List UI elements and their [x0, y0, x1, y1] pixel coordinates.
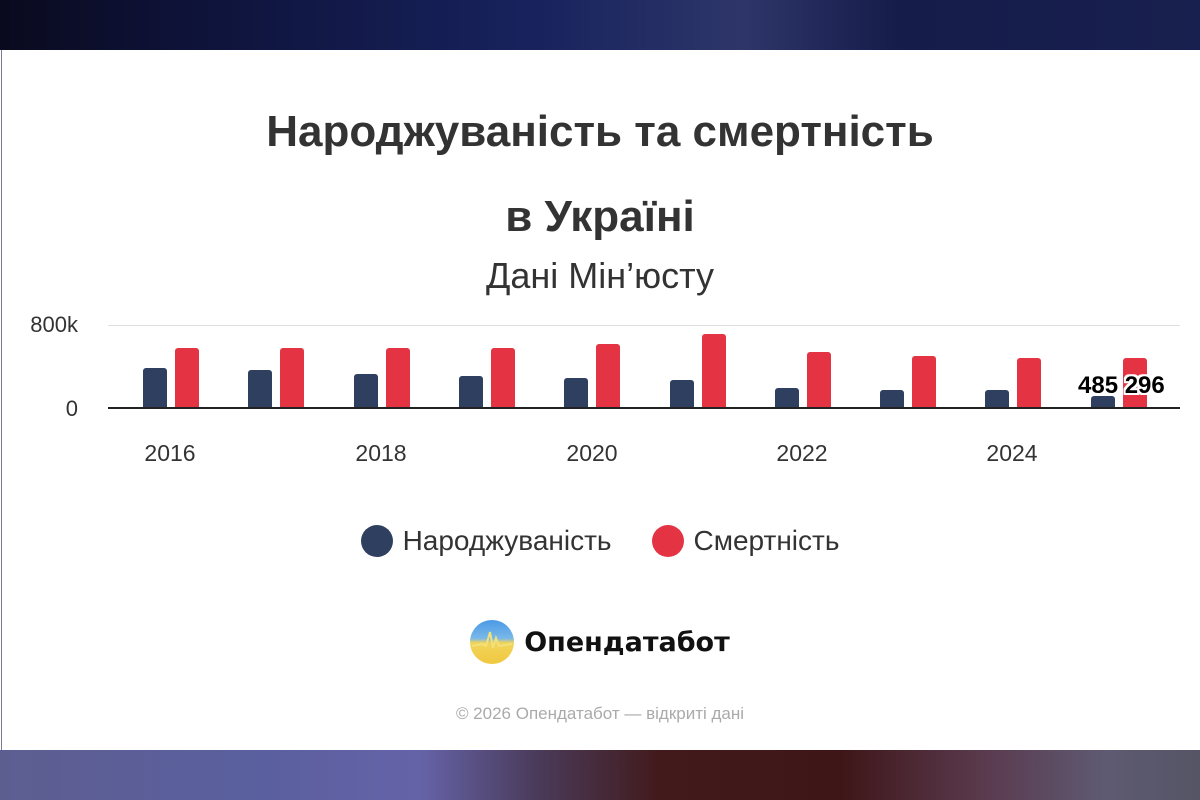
legend-item-births[interactable]: Народжуваність	[360, 525, 612, 557]
bar-births-2019[interactable]	[459, 376, 483, 408]
y-tick-max: 800k	[30, 312, 78, 337]
bar-deaths-2023[interactable]	[912, 356, 936, 408]
bar-deaths-2024[interactable]	[1017, 358, 1041, 408]
x-label-2018: 2018	[355, 440, 407, 466]
bar-births-2022[interactable]	[775, 388, 799, 408]
y-tick-zero: 0	[65, 396, 78, 421]
bar-births-2021[interactable]	[670, 380, 694, 408]
bar-deaths-2020[interactable]	[596, 344, 620, 408]
bar-births-2020[interactable]	[564, 378, 588, 408]
brand-name: Опендатабот	[524, 626, 730, 658]
x-label-2022: 2022	[776, 440, 828, 466]
bar-births-2018[interactable]	[354, 374, 378, 408]
bar-deaths-2018[interactable]	[386, 348, 410, 408]
legend-dot-births-icon	[360, 525, 393, 557]
footer-copyright: © 2026 Опендатабот — відкриті дані	[455, 704, 745, 723]
brand: Опендатабот	[0, 620, 1200, 664]
x-label-2020: 2020	[566, 440, 618, 466]
bar-births-2023[interactable]	[880, 390, 904, 408]
x-axis-line	[108, 407, 1180, 409]
bar-births-2016[interactable]	[143, 368, 167, 408]
legend-label-births: Народжуваність	[402, 525, 612, 556]
chart-subtitle: Дані Мін’юсту	[485, 255, 715, 296]
legend-dot-deaths-icon	[651, 525, 684, 557]
bar-births-2025[interactable]	[1091, 396, 1115, 408]
bar-deaths-2021[interactable]	[702, 334, 726, 408]
bar-deaths-2019[interactable]	[491, 348, 515, 408]
chart-title-line2: в Україні	[505, 192, 695, 241]
legend: Народжуваність Смертність	[0, 525, 1200, 557]
background-top-band	[0, 0, 1200, 50]
legend-item-deaths[interactable]: Смертність	[651, 525, 840, 557]
background-bottom-band	[0, 750, 1200, 800]
chart-title-line1: Народжуваність та смертність	[266, 107, 934, 156]
bar-births-2024[interactable]	[985, 390, 1009, 408]
data-label-2025-deaths: 485 296	[1078, 372, 1165, 399]
opendatabot-logo-icon	[470, 620, 515, 664]
x-label-2024: 2024	[986, 440, 1038, 466]
bar-deaths-2016[interactable]	[175, 348, 199, 408]
x-label-2016: 2016	[144, 440, 196, 466]
bar-deaths-2025[interactable]	[1123, 358, 1147, 408]
bar-deaths-2017[interactable]	[280, 348, 304, 408]
gridline-800k	[108, 325, 1180, 326]
bar-births-2017[interactable]	[248, 370, 272, 408]
legend-label-deaths: Смертність	[693, 525, 840, 556]
bar-deaths-2022[interactable]	[807, 352, 831, 408]
